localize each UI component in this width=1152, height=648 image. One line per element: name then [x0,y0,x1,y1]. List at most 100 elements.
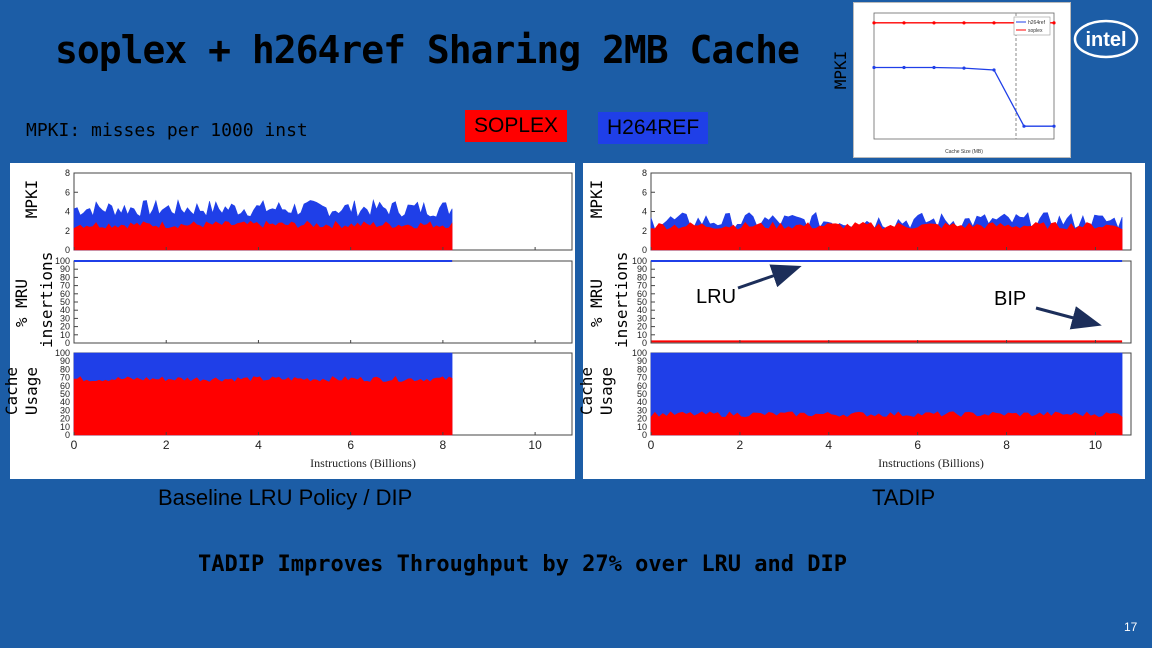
cache-axis-label-2: Usage [597,366,616,416]
y-tick-label: 40 [60,397,70,407]
y-tick-label: 2 [642,226,647,236]
soplex-inset-point [992,21,996,25]
y-tick-label: 0 [65,338,70,348]
y-tick-label: 20 [637,322,647,332]
x-tick-label: 6 [914,438,921,452]
x-tick-label: 2 [163,438,170,452]
y-tick-label: 70 [637,373,647,383]
h264ref-inset-point [992,68,996,72]
y-tick-label: 80 [637,364,647,374]
bip-annotation: BIP [994,288,1027,310]
y-tick-label: 90 [637,264,647,274]
inset-axis-label: MPKI [831,50,850,90]
y-tick-label: 100 [632,348,647,358]
inset-chart: h264ref soplex Cache Size (MB) [853,2,1071,158]
tadip-chart: 0246801020304050607080901000102030405060… [632,168,1132,470]
h264ref-inset-point [1022,124,1026,128]
y-tick-label: 60 [60,289,70,299]
y-tick-label: 0 [642,338,647,348]
tadip-caption: TADIP [872,485,936,510]
y-tick-label: 70 [60,281,70,291]
y-tick-label: 0 [642,245,647,255]
x-tick-label: 0 [648,438,655,452]
mru-axis-label-2: insertions [37,251,56,348]
h264ref-inset-point [962,66,966,70]
y-tick-label: 0 [65,245,70,255]
y-tick-label: 6 [65,187,70,197]
y-tick-label: 40 [637,397,647,407]
y-tick-label: 50 [637,389,647,399]
cache-axis-label-1: Cache [577,366,596,416]
conclusion-text: TADIP Improves Throughput by 27% over LR… [198,552,848,577]
y-tick-label: 100 [55,348,70,358]
x-tick-label: 10 [528,438,542,452]
mpki-axis-label: MPKI [22,179,41,219]
x-tick-label: 10 [1089,438,1103,452]
inset-plot: h264ref soplex Cache Size (MB) [872,12,1056,155]
h264ref-inset-point [902,65,906,70]
y-tick-label: 80 [60,272,70,282]
inset-legend-label: soplex [1028,28,1043,34]
baseline-lru-panel: 0 2 4 6 8 0 10 20 30 40 50 60 70 80 90 100 0 10 20 30 40 50 60… [2,163,575,479]
y-tick-label: 70 [60,373,70,383]
x-axis-title: Instructions (Billions) [878,456,984,470]
y-tick-label: 10 [60,330,70,340]
soplex-area [650,221,1123,251]
soplex-inset-point [872,21,876,25]
y-tick-label: 50 [60,389,70,399]
tadip-panel: 0 2 4 6 8 0 10 20 30 40 50 60 70 80 90 100 0 10 20 30 40 50 60… [577,163,1145,479]
baseline-caption: Baseline LRU Policy / DIP [158,485,413,510]
y-tick-label: 30 [637,313,647,323]
y-tick-label: 40 [60,305,70,315]
baseline-lru-chart: 0246801020304050607080901000102030405060… [55,168,573,470]
h264ref-tag: H264REF [598,112,709,144]
y-tick-label: 8 [642,168,647,178]
soplex-tag: SOPLEX [465,110,568,142]
mru-axis-label-2: insertions [612,251,631,348]
y-tick-label: 60 [637,381,647,391]
soplex-inset-point [962,21,966,25]
inset-frame [873,12,1055,140]
h264ref-inset-point [1052,124,1056,128]
y-tick-label: 100 [632,256,647,266]
soplex-inset-point [932,21,936,25]
y-tick-label: 90 [60,356,70,366]
soplex-inset-point [1052,21,1056,25]
y-tick-label: 50 [60,297,70,307]
x-tick-label: 4 [825,438,832,452]
y-tick-label: 60 [60,381,70,391]
y-tick-label: 50 [637,297,647,307]
y-tick-label: 6 [642,187,647,197]
soplex-area [650,411,1123,436]
y-tick-label: 4 [65,207,70,217]
y-tick-label: 80 [60,364,70,374]
y-tick-label: 8 [65,168,70,178]
inset-legend-label: h264ref [1028,20,1046,26]
cache-axis-label-2: Usage [22,366,41,416]
soplex-area [73,220,453,251]
y-tick-label: 0 [642,430,647,440]
inset-x-title: Cache Size (MB) [945,149,983,155]
cache-axis-label-1: Cache [2,366,21,416]
y-tick-label: 10 [637,422,647,432]
mpki-axis-label: MPKI [587,179,606,219]
slide-title: soplex + h264ref Sharing 2MB Cache [55,28,800,72]
y-tick-label: 20 [60,322,70,332]
mpki-definition: MPKI: misses per 1000 inst [26,120,308,141]
x-tick-label: 4 [255,438,262,452]
y-tick-label: 90 [60,264,70,274]
y-tick-label: 60 [637,289,647,299]
x-axis-title: Instructions (Billions) [310,456,416,470]
y-tick-label: 30 [60,313,70,323]
h264ref-inset-point [932,65,936,70]
soplex-area [73,375,453,436]
y-tick-label: 20 [637,414,647,424]
y-tick-label: 4 [642,207,647,217]
y-tick-label: 30 [60,405,70,415]
y-tick-label: 20 [60,414,70,424]
x-tick-label: 6 [347,438,354,452]
subplot-frame [73,260,573,344]
x-tick-label: 8 [440,438,447,452]
lru-annotation: LRU [696,286,737,308]
x-tick-label: 2 [737,438,744,452]
